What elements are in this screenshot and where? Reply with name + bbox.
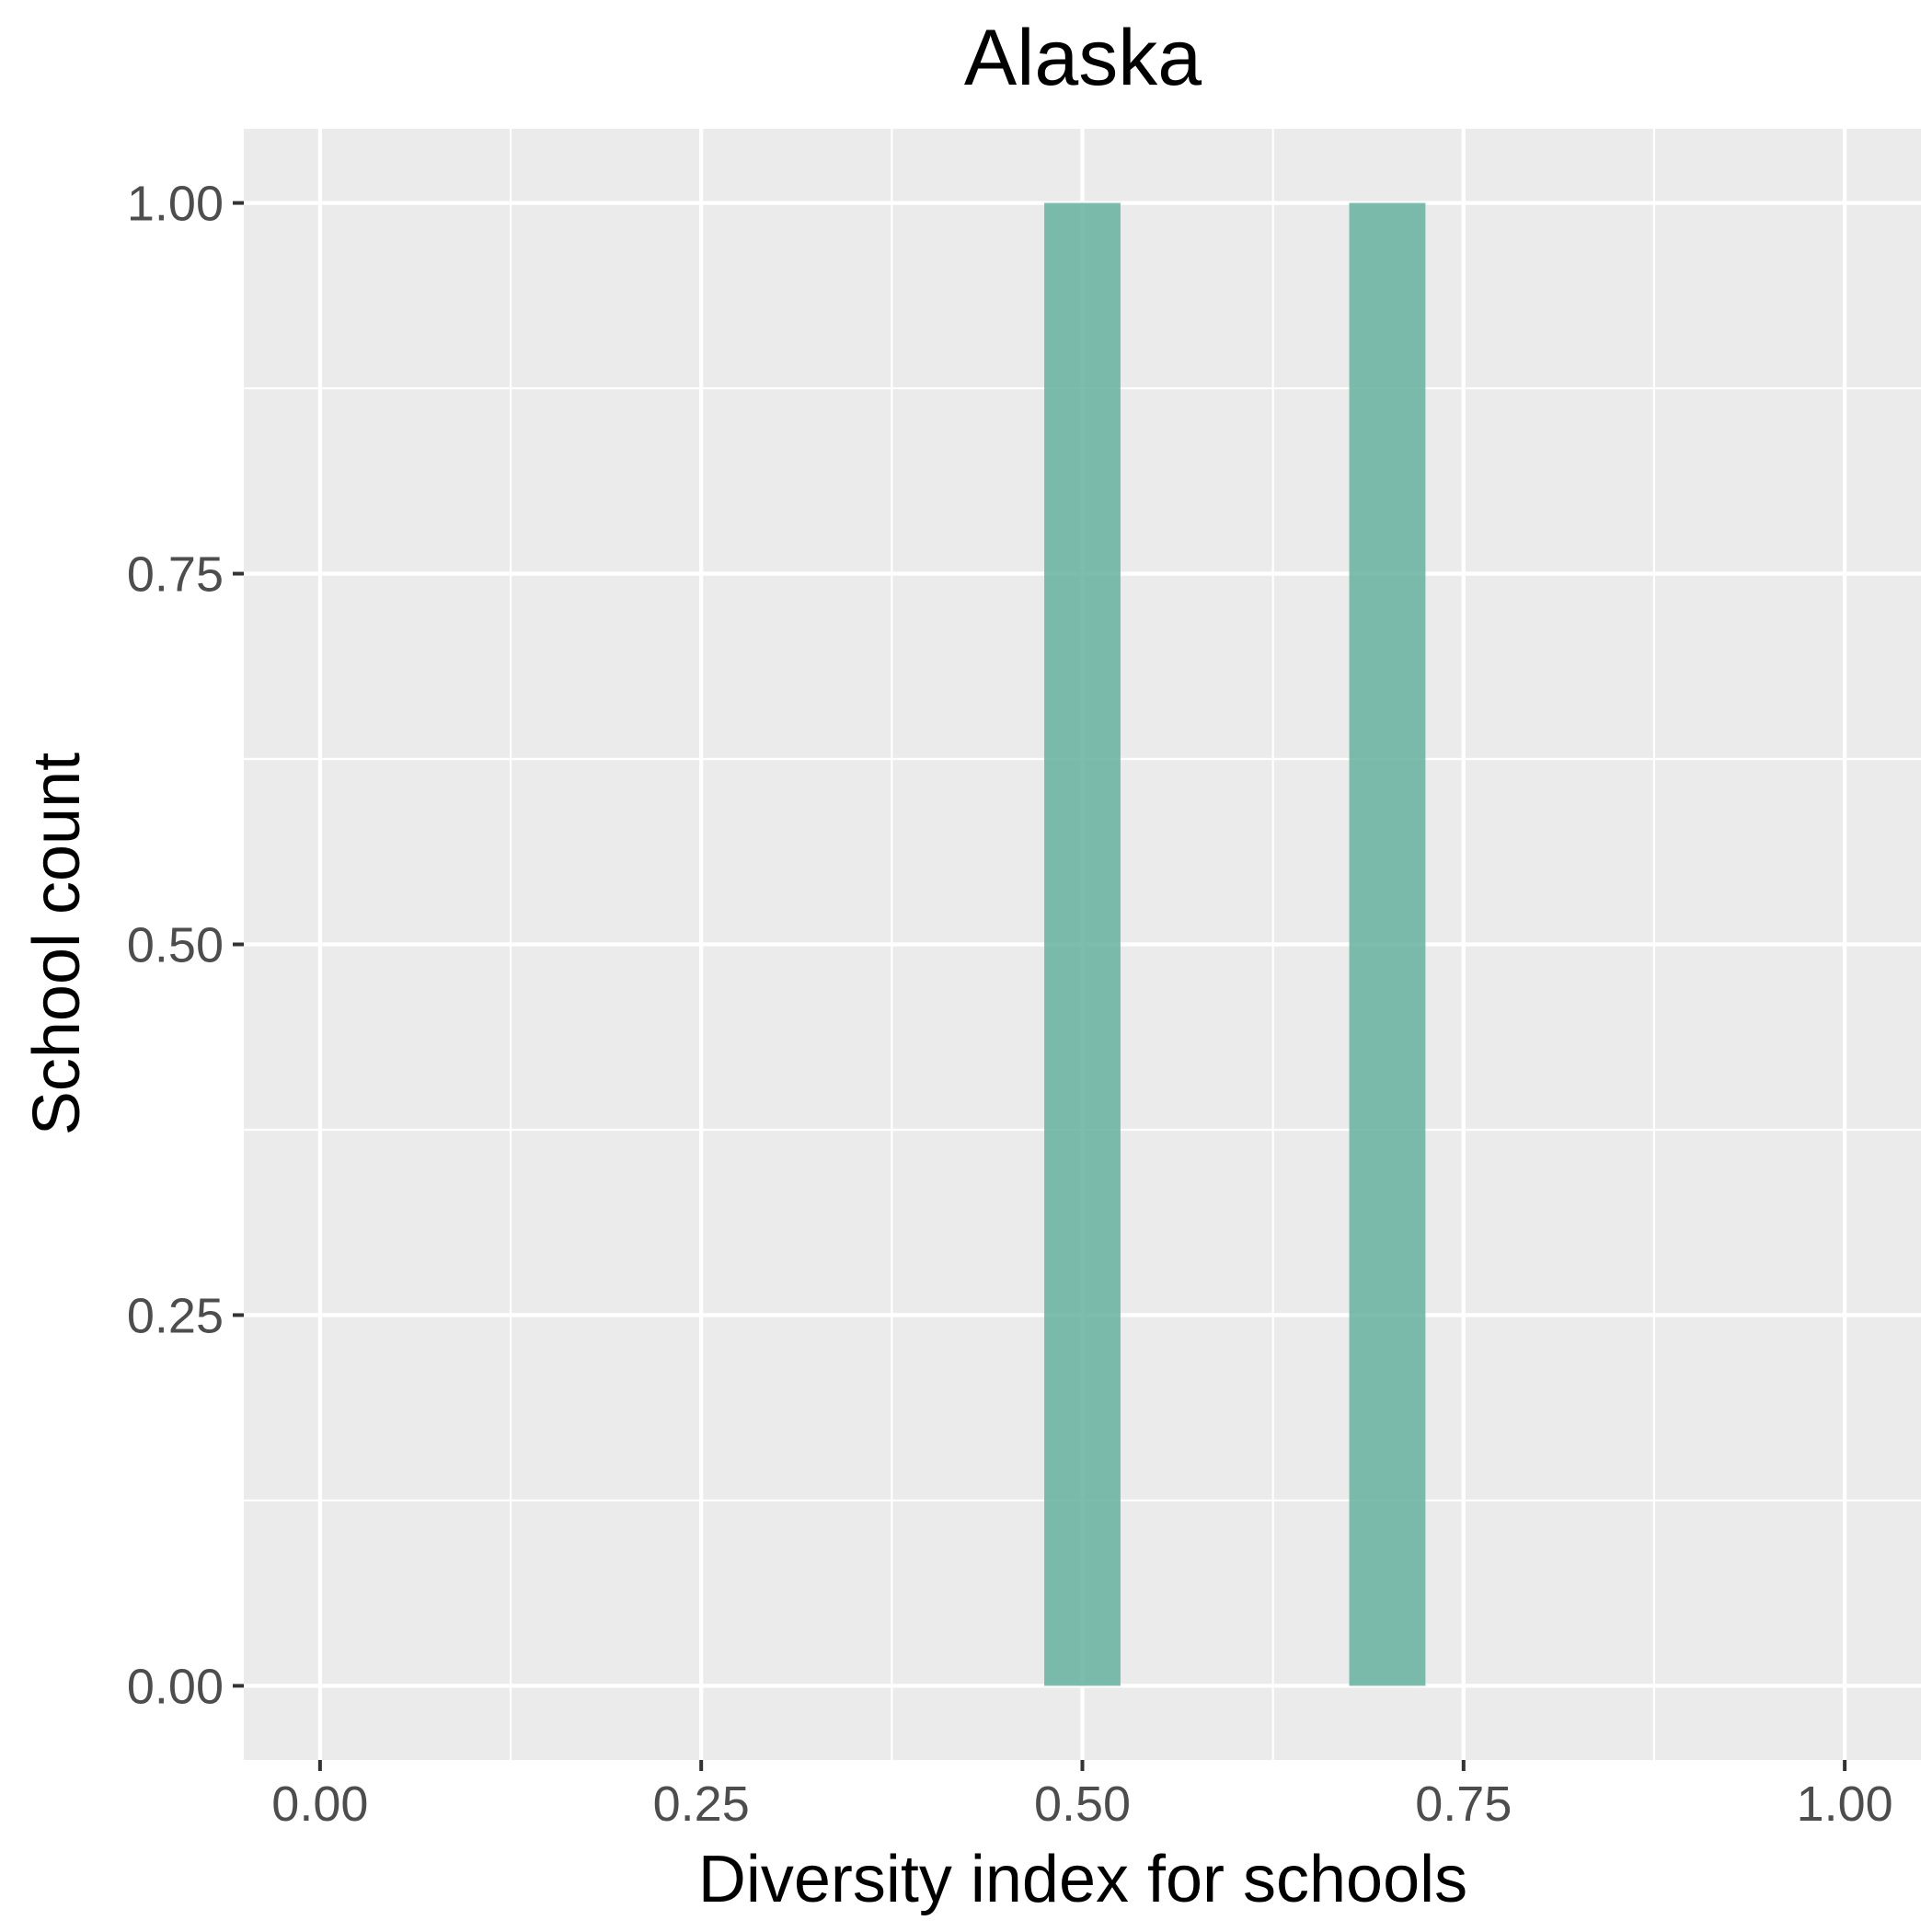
y-tick-label: 0.50 (127, 918, 224, 973)
x-tick-label: 0.00 (271, 1777, 368, 1832)
y-axis-title: School count (20, 753, 94, 1135)
y-tick-label: 0.00 (127, 1659, 224, 1714)
y-axis: 0.00 0.25 0.50 0.75 1.00 (127, 177, 244, 1714)
x-tick-label: 1.00 (1797, 1777, 1893, 1832)
histogram-bar (1044, 202, 1121, 1686)
histogram-bar (1349, 202, 1426, 1686)
x-axis: 0.00 0.25 0.50 0.75 1.00 (271, 1760, 1893, 1832)
x-axis-title: Diversity index for schools (698, 1843, 1467, 1916)
x-tick-label: 0.75 (1415, 1777, 1512, 1832)
bars-group (1044, 202, 1426, 1686)
y-tick-label: 0.75 (127, 547, 224, 603)
x-tick-label: 0.25 (653, 1777, 750, 1832)
x-tick-label: 0.50 (1034, 1777, 1131, 1832)
y-tick-label: 0.25 (127, 1288, 224, 1343)
y-tick-label: 1.00 (127, 177, 224, 232)
chart-title: Alaska (964, 14, 1202, 102)
